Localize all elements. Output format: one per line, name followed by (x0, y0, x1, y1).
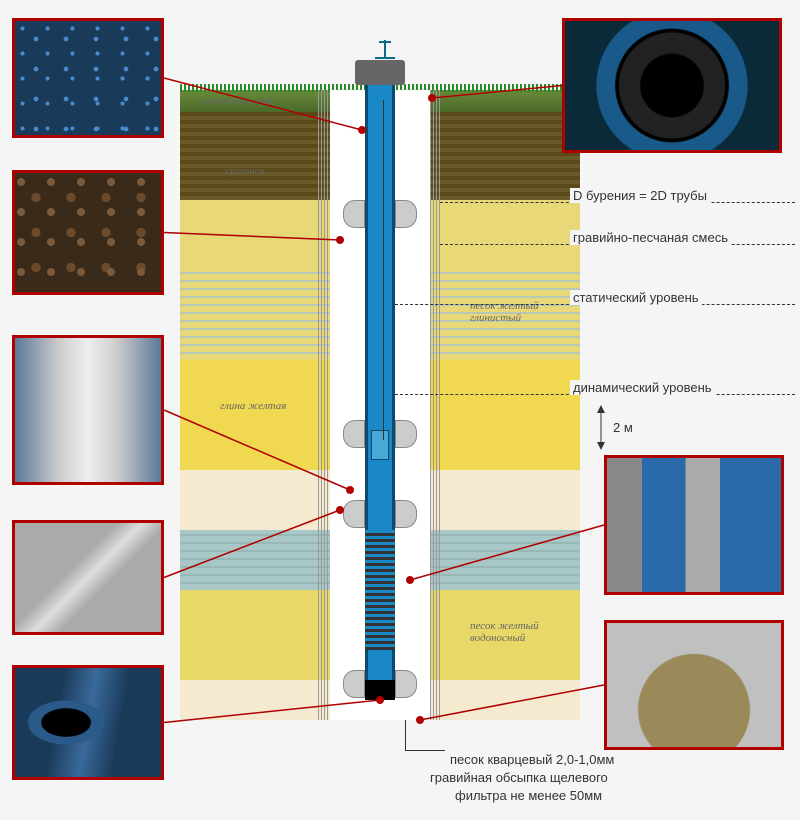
bottom-leader-h (405, 750, 445, 751)
well-cross-section: почвенный слойсуглинокпесок желтый глини… (180, 0, 580, 820)
thumbnail-centralizer (12, 520, 164, 635)
bottom-label-1: гравийная обсыпка щелевого (430, 770, 608, 787)
centralizer-0-r (395, 200, 417, 228)
thumbnail-gravel-image (15, 173, 161, 292)
centralizer-3-l (343, 670, 365, 698)
sump (365, 680, 395, 700)
wellhead-valve (375, 40, 395, 60)
layer-label-7: песок желтый водоносный (470, 620, 560, 644)
thumbnail-sand-image (607, 623, 781, 747)
thumbnail-pipes-image (15, 21, 161, 135)
thumbnail-flange-image (565, 21, 779, 150)
centralizer-0-l (343, 200, 365, 228)
thumbnail-pipe-end (12, 665, 164, 780)
right-label-4: 2 м (610, 420, 636, 435)
wellhead-cap (355, 60, 405, 85)
centralizer-2-r (395, 500, 417, 528)
centralizer-1-r (395, 420, 417, 448)
borehole-wall-right (430, 90, 442, 720)
borehole-wall-left (318, 90, 330, 720)
thumbnail-centralizer-image (15, 523, 161, 632)
bottom-leader (405, 720, 406, 750)
centralizer-3-r (395, 670, 417, 698)
layer-label-1: суглинок (225, 165, 265, 177)
pump-cable (383, 100, 384, 440)
dimension-arrow (595, 405, 607, 455)
centralizer-1-l (343, 420, 365, 448)
bottom-label-2: фильтра не менее 50мм (455, 788, 602, 805)
layer-label-4: глина желтая (220, 400, 310, 412)
right-label-1: гравийно-песчаная смесь (570, 230, 731, 245)
pump-body (371, 430, 389, 460)
thumbnail-filters-image (607, 458, 781, 592)
bottom-label-0: песок кварцевый 2,0-1,0мм (450, 752, 614, 769)
thumbnail-filters (604, 455, 784, 595)
thumbnail-pipe-end-image (15, 668, 161, 777)
thumbnail-pipes (12, 18, 164, 138)
thumbnail-sand (604, 620, 784, 750)
centralizer-2-l (343, 500, 365, 528)
filter-section (365, 530, 395, 650)
thumbnail-pump-image (15, 338, 161, 482)
right-label-3: динамический уровень (570, 380, 715, 395)
right-label-0: D бурения = 2D трубы (570, 188, 710, 203)
layer-label-0: почвенный слой (200, 95, 273, 107)
thumbnail-flange (562, 18, 782, 153)
thumbnail-gravel (12, 170, 164, 295)
right-label-2: статический уровень (570, 290, 702, 305)
thumbnail-pump (12, 335, 164, 485)
